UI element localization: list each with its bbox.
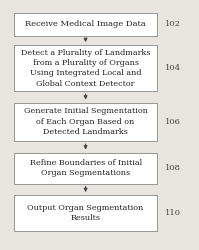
Text: 102: 102 bbox=[165, 20, 181, 28]
Text: Refine Boundaries of Initial
Organ Segmentations: Refine Boundaries of Initial Organ Segme… bbox=[29, 159, 142, 177]
Text: Output Organ Segmentation
Results: Output Organ Segmentation Results bbox=[27, 204, 144, 222]
FancyBboxPatch shape bbox=[14, 195, 157, 231]
Text: Generate Initial Segmentation
of Each Organ Based on
Detected Landmarks: Generate Initial Segmentation of Each Or… bbox=[24, 108, 147, 136]
FancyBboxPatch shape bbox=[14, 152, 157, 184]
Text: Receive Medical Image Data: Receive Medical Image Data bbox=[25, 20, 146, 28]
Text: Detect a Plurality of Landmarks
from a Plurality of Organs
Using Integrated Loca: Detect a Plurality of Landmarks from a P… bbox=[21, 48, 150, 88]
FancyBboxPatch shape bbox=[14, 12, 157, 36]
FancyBboxPatch shape bbox=[14, 45, 157, 91]
Text: 110: 110 bbox=[165, 209, 181, 217]
Text: 106: 106 bbox=[165, 118, 181, 126]
Text: 104: 104 bbox=[165, 64, 181, 72]
FancyBboxPatch shape bbox=[14, 102, 157, 141]
Text: 108: 108 bbox=[165, 164, 181, 172]
